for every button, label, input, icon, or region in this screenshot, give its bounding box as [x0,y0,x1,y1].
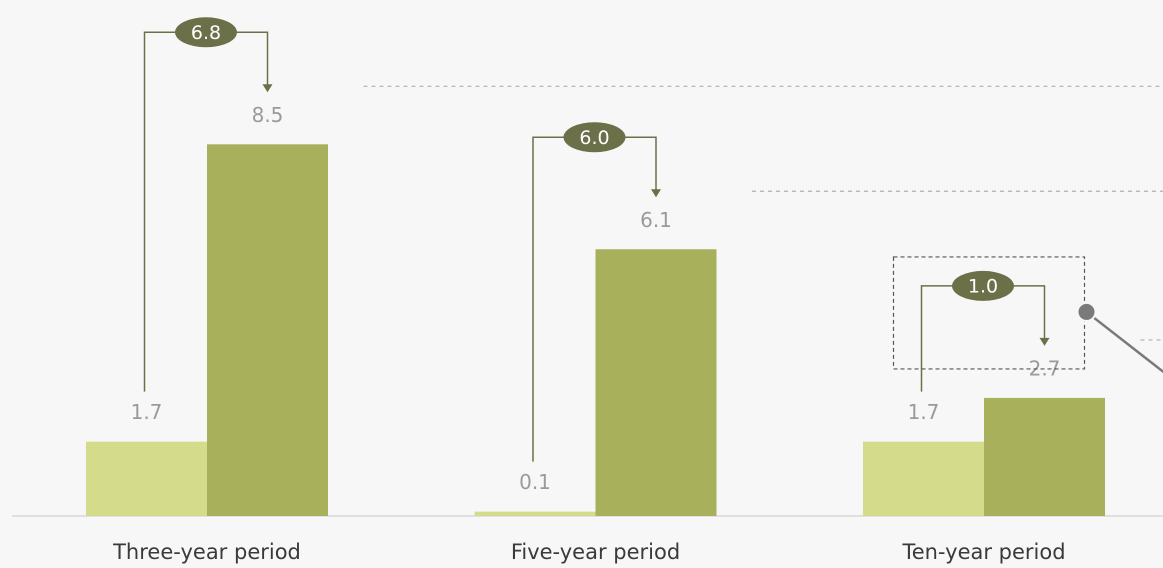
difference-badge [175,17,237,48]
arrow-head [262,84,273,93]
value-label: 1.7 [131,400,163,424]
bar [595,249,717,516]
value-label: 0.1 [519,470,551,494]
value-label: 6.1 [640,208,672,232]
value-label: 1.7 [908,400,940,424]
bar [984,397,1105,516]
difference-label: 6.8 [191,22,221,44]
difference-label: 6.0 [579,127,609,149]
bar [474,511,596,516]
difference-badge [563,122,626,153]
arrow-head [651,189,661,198]
selection-connector [1085,310,1163,374]
bar [86,441,207,516]
difference-badge [952,270,1014,301]
x-tick-label: Five-year period [511,540,680,564]
selection-handle [1076,301,1097,322]
arrow-head [1039,337,1050,346]
bar [207,144,328,516]
bar [863,441,984,516]
value-label: 8.5 [252,103,284,127]
difference-label: 1.0 [968,275,998,297]
x-tick-label: Ten-year period [901,540,1065,564]
x-tick-label: Three-year period [112,540,301,564]
